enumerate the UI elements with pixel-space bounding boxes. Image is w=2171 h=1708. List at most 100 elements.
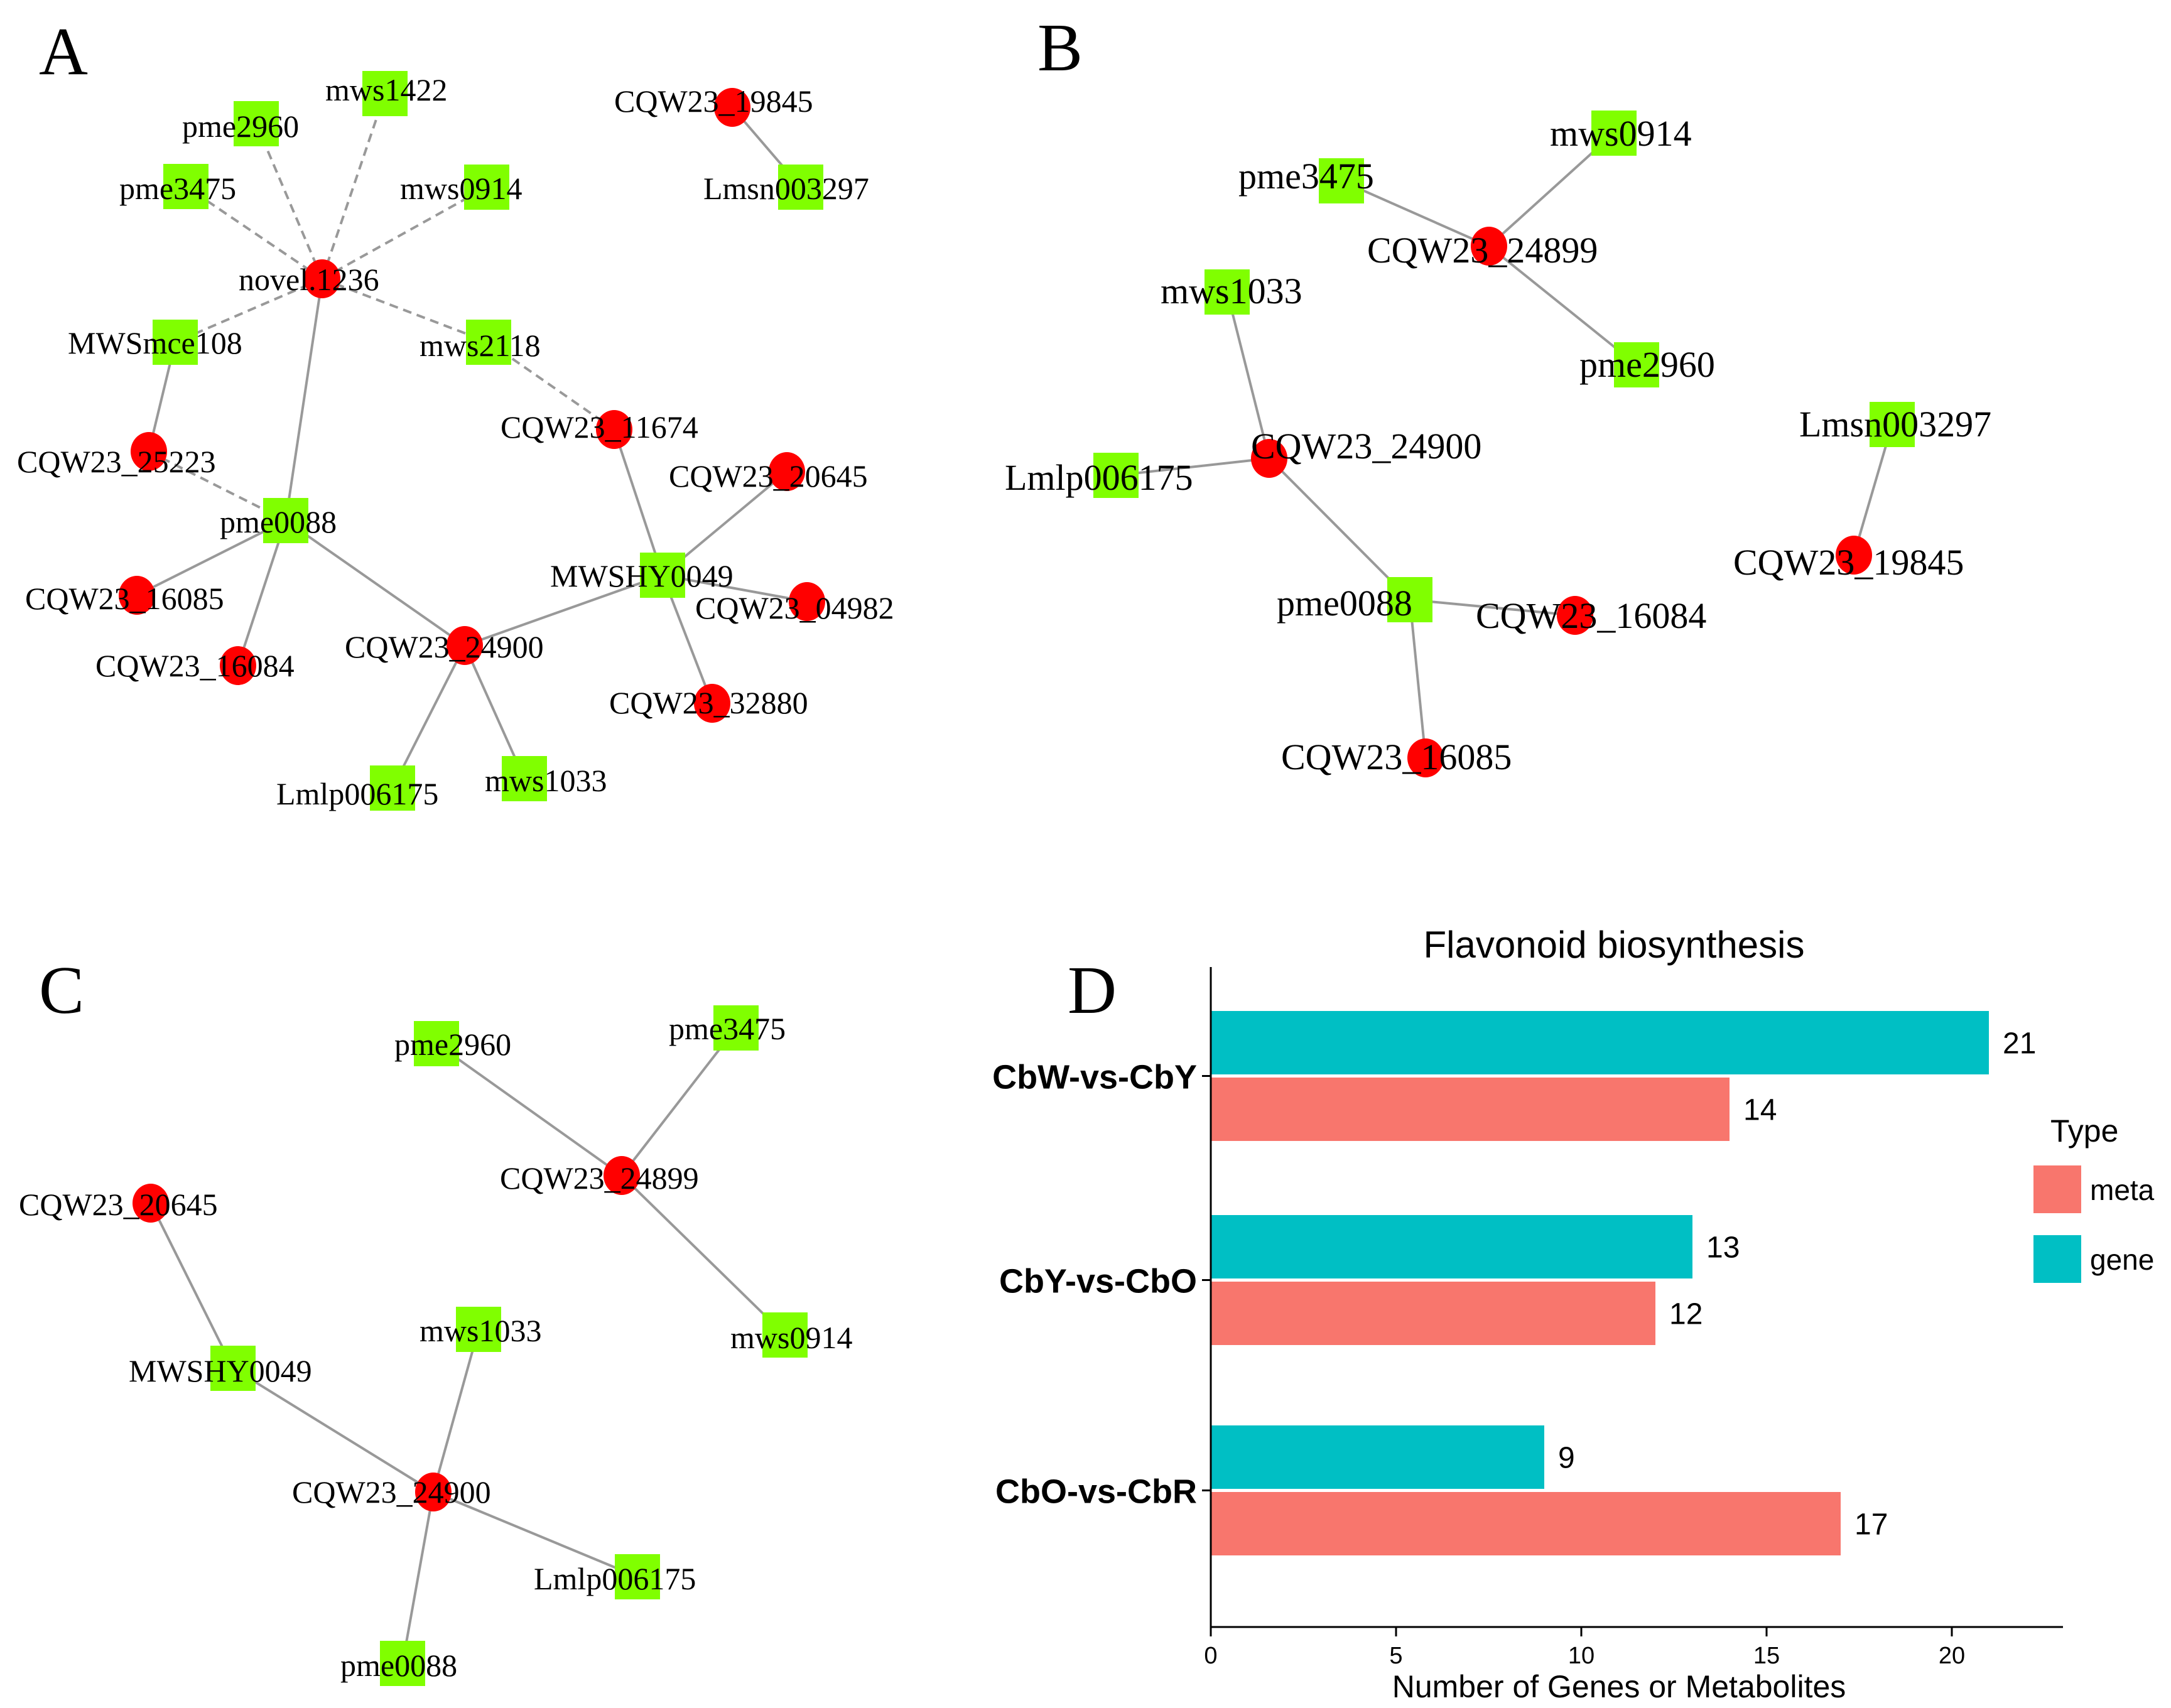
node-label-cqw23-16084: CQW23_16084 bbox=[1476, 595, 1706, 636]
chart-legend: Type meta gene bbox=[2033, 1113, 2155, 1283]
node-label-cqw23-16085: CQW23_16085 bbox=[1281, 737, 1512, 777]
a-edge bbox=[284, 519, 466, 647]
panel-letter-a: A bbox=[39, 14, 88, 89]
network-panel-b: mws0914 pme3475 CQW23_24899 pme2960 mws1033 C… bbox=[1005, 111, 1991, 777]
a-edge bbox=[487, 341, 615, 431]
metabolite-node-mwshy0049 bbox=[210, 1346, 256, 1391]
gene-node-cqw23-25223 bbox=[131, 432, 167, 471]
node-label-pme3475: pme3475 bbox=[1238, 156, 1374, 197]
metabolite-node-mws2118 bbox=[466, 320, 511, 365]
x-tick-label-0: 0 bbox=[1204, 1643, 1217, 1669]
a-edge bbox=[322, 278, 489, 343]
legend-label-gene: gene bbox=[2090, 1243, 2154, 1276]
node-label-cqw23-11674: CQW23_11674 bbox=[501, 409, 698, 445]
metabolite-node-mws0914 bbox=[762, 1312, 808, 1358]
gene-node-novel-1236 bbox=[304, 259, 340, 298]
b-edge bbox=[1409, 598, 1576, 617]
gene-node-cqw23-24899 bbox=[1471, 227, 1507, 266]
gene-node-cqw23-24900 bbox=[447, 626, 483, 665]
node-label-pme0088: pme0088 bbox=[1277, 583, 1412, 624]
bar-gene-cby-vs-cbo bbox=[1211, 1215, 1692, 1278]
legend-title: Type bbox=[2050, 1113, 2118, 1149]
bar-series bbox=[1211, 1011, 1989, 1555]
gene-node-cqw23-16084 bbox=[1557, 596, 1593, 635]
node-label-mws2118: mws2118 bbox=[420, 328, 541, 363]
bar-meta-cbw-vs-cby bbox=[1211, 1078, 1730, 1141]
bar-label-meta-cby-vs-cbo: 12 bbox=[1669, 1298, 1703, 1331]
b-edge bbox=[1115, 457, 1270, 477]
gene-node-cqw23-04982 bbox=[789, 582, 825, 621]
node-label-mws1033: mws1033 bbox=[420, 1313, 541, 1348]
c-edge bbox=[432, 1329, 480, 1493]
x-tick-label-10: 10 bbox=[1568, 1643, 1594, 1669]
c-edge bbox=[433, 1491, 638, 1578]
metabolite-node-lmlp006175 bbox=[615, 1554, 660, 1599]
metabolite-node-pme0088 bbox=[380, 1641, 425, 1686]
a-edge bbox=[185, 185, 323, 280]
bar-meta-cby-vs-cbo bbox=[1211, 1282, 1655, 1345]
metabolite-node-lmsn003297 bbox=[778, 165, 823, 210]
metabolite-node-mws0914 bbox=[464, 165, 509, 210]
node-label-lmlp006175: Lmlp006175 bbox=[276, 776, 438, 811]
y-tick-label-cbw-vs-cby: CbW-vs-CbY bbox=[992, 1059, 1197, 1096]
c-edge bbox=[401, 1491, 435, 1664]
gene-node-cqw23-24900 bbox=[415, 1473, 452, 1511]
y-tick-label-cby-vs-cbo: CbY-vs-CbO bbox=[999, 1263, 1197, 1300]
panel-letter-b: B bbox=[1037, 11, 1083, 85]
a-edge bbox=[613, 429, 664, 576]
a-edge bbox=[175, 278, 323, 343]
network-panel-c: pme2960 pme3475 CQW23_24899 mws0914 CQW23_20… bbox=[19, 1005, 852, 1686]
gene-node-cqw23-24900 bbox=[1251, 439, 1287, 478]
node-label-cqw23-24899: CQW23_24899 bbox=[500, 1160, 699, 1196]
c-edge bbox=[232, 1367, 435, 1493]
bar-label-meta-cbw-vs-cby: 14 bbox=[1743, 1094, 1777, 1127]
node-label-mws0914: mws0914 bbox=[730, 1320, 852, 1355]
a-edge bbox=[136, 519, 286, 597]
metabolite-node-pme3475 bbox=[713, 1005, 759, 1051]
gene-node-cqw23-20645 bbox=[769, 452, 805, 491]
node-label-pme2960: pme2960 bbox=[1579, 344, 1715, 385]
node-label-cqw23-04982: CQW23_04982 bbox=[695, 590, 894, 625]
bar-label-gene-cby-vs-cbo: 13 bbox=[1706, 1231, 1740, 1265]
node-label-mws1422: mws1422 bbox=[325, 72, 447, 107]
gene-node-cqw23-11674 bbox=[596, 410, 632, 449]
legend-label-meta: meta bbox=[2090, 1174, 2155, 1206]
metabolite-node-pme3475 bbox=[163, 164, 208, 209]
a-edge bbox=[321, 93, 386, 279]
metabolite-node-mws1422 bbox=[362, 71, 408, 116]
bar-gene-cbw-vs-cby bbox=[1211, 1011, 1989, 1074]
panel-letter-c: C bbox=[39, 953, 84, 1028]
x-tick-label-5: 5 bbox=[1389, 1643, 1402, 1669]
metabolite-node-pme2960 bbox=[1614, 342, 1659, 387]
node-label-pme2960: pme2960 bbox=[182, 109, 299, 144]
node-label-cqw23-16084: CQW23_16084 bbox=[95, 648, 295, 683]
node-label-pme0088: pme0088 bbox=[220, 504, 337, 539]
metabolite-node-lmsn003297 bbox=[1870, 402, 1915, 447]
node-label-mws1033: mws1033 bbox=[485, 763, 607, 798]
metabolite-node-mwsmce108 bbox=[153, 320, 198, 365]
bar-label-gene-cbo-vs-cbr: 9 bbox=[1558, 1442, 1575, 1475]
b-edge bbox=[1488, 245, 1638, 366]
node-label-mws0914: mws0914 bbox=[1550, 113, 1692, 154]
metabolite-node-pme2960 bbox=[234, 101, 279, 146]
node-label-lmlp006175: Lmlp006175 bbox=[1005, 457, 1193, 498]
node-label-cqw23-19845: CQW23_19845 bbox=[1733, 542, 1964, 583]
c-edge bbox=[435, 1042, 623, 1177]
node-label-cqw23-20645: CQW23_20645 bbox=[669, 458, 868, 494]
x-axis-label: Number of Genes or Metabolites bbox=[1392, 1669, 1846, 1704]
metabolite-node-lmlp006175 bbox=[370, 765, 415, 811]
a-edge bbox=[284, 278, 323, 521]
a-edge bbox=[322, 186, 487, 280]
node-label-cqw23-20645: CQW23_20645 bbox=[19, 1187, 218, 1222]
gene-node-cqw23-19845 bbox=[714, 88, 750, 127]
metabolite-node-pme2960 bbox=[414, 1021, 459, 1066]
metabolite-node-pme0088 bbox=[263, 498, 308, 543]
node-label-novel-1236: novel.1236 bbox=[239, 262, 379, 297]
metabolite-node-mws1033 bbox=[456, 1307, 501, 1352]
gene-node-cqw23-19845 bbox=[1836, 536, 1872, 575]
bar-meta-cbo-vs-cbr bbox=[1211, 1492, 1841, 1555]
node-label-cqw23-25223: CQW23_25223 bbox=[17, 444, 216, 479]
panel-letter-d: D bbox=[1068, 953, 1117, 1028]
c-edge bbox=[149, 1203, 234, 1369]
b-edge bbox=[1226, 291, 1270, 459]
